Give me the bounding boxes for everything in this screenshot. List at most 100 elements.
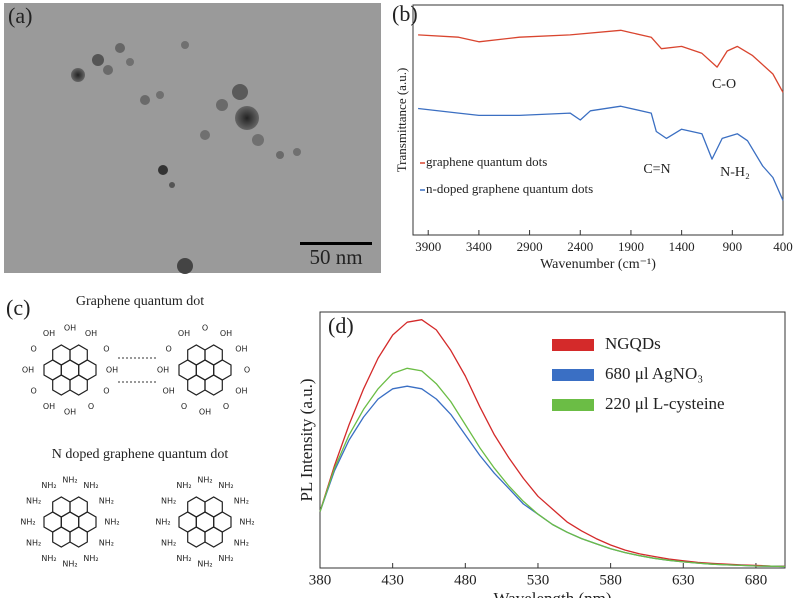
data-line <box>418 29 784 93</box>
substituent: O <box>244 366 250 375</box>
x-tick-label: 1900 <box>618 239 644 254</box>
x-tick-label: 480 <box>454 572 477 588</box>
legend-label: graphene quantum dots <box>426 154 547 169</box>
substituent: NH₂ <box>41 481 56 490</box>
x-axis-label: Wavenumber (cm⁻¹) <box>540 257 656 272</box>
data-line <box>319 385 786 568</box>
legend-label: 680 μl AgNO₃ <box>605 364 703 383</box>
substituent: NH₂ <box>155 518 170 527</box>
tem-image <box>4 3 381 274</box>
substituent: OH <box>235 345 247 354</box>
substituent: OH <box>22 366 34 375</box>
plot-frame <box>412 4 784 236</box>
substituent: OH <box>235 387 247 396</box>
panel-label: (d) <box>328 313 354 338</box>
substituent: O <box>103 387 109 396</box>
hexagon <box>69 526 88 548</box>
substituent: NH₂ <box>99 497 114 506</box>
substituent: NH₂ <box>176 481 191 490</box>
x-tick-label: 1400 <box>669 239 695 254</box>
substituent: NH₂ <box>26 539 41 548</box>
hexagon <box>52 496 71 518</box>
substituent: NH₂ <box>161 539 176 548</box>
panel-label: (b) <box>392 1 418 26</box>
substituent: NH₂ <box>218 554 233 563</box>
x-tick-label: 3900 <box>415 239 441 254</box>
substituent: O <box>202 324 208 333</box>
hexagon <box>204 374 223 396</box>
x-tick-label: 400 <box>773 239 793 254</box>
substituent: O <box>88 402 94 411</box>
substituent: NH₂ <box>83 554 98 563</box>
substituent: OH <box>106 366 118 375</box>
panel-label: (c) <box>6 295 30 320</box>
substituent: O <box>103 345 109 354</box>
substituent: NH₂ <box>62 476 77 485</box>
substituent: O <box>181 402 187 411</box>
x-axis-label: Wavelength (nm) <box>493 589 611 598</box>
substituent: OH <box>157 366 169 375</box>
x-tick-label: 900 <box>723 239 743 254</box>
hexagon <box>69 496 88 518</box>
x-tick-label: 380 <box>309 572 332 588</box>
substituent: NH₂ <box>62 560 77 569</box>
substituent: OH <box>64 324 76 333</box>
hexagon <box>204 496 223 518</box>
substituent: OH <box>64 408 76 417</box>
substituent: OH <box>43 402 55 411</box>
annotation: N-H₂ <box>720 165 750 180</box>
plot-frame <box>319 311 786 569</box>
hexagon <box>52 344 71 366</box>
molecule-title: N doped graphene quantum dot <box>52 447 229 462</box>
substituent: NH₂ <box>99 539 114 548</box>
data-line <box>418 105 784 201</box>
legend-label: 220 μl L-cysteine <box>605 394 725 413</box>
data-line <box>319 319 786 567</box>
substituent: NH₂ <box>176 554 191 563</box>
y-axis-label: PL Intensity (a.u.) <box>297 378 316 501</box>
substituent: NH₂ <box>26 497 41 506</box>
hexagon <box>69 344 88 366</box>
x-tick-label: 680 <box>745 572 768 588</box>
substituent: O <box>30 387 36 396</box>
annotation: C-O <box>712 77 736 92</box>
substituent: NH₂ <box>104 518 119 527</box>
substituent: O <box>223 402 229 411</box>
panel-label: (a) <box>8 3 32 28</box>
substituent: NH₂ <box>20 518 35 527</box>
legend-swatch <box>552 399 594 411</box>
substituent: NH₂ <box>197 476 212 485</box>
hexagon <box>204 526 223 548</box>
substituent: OH <box>162 387 174 396</box>
annotation: C=N <box>643 162 670 177</box>
data-line <box>319 367 786 568</box>
hexagon <box>204 344 223 366</box>
substituent: NH₂ <box>234 539 249 548</box>
x-tick-label: 430 <box>381 572 404 588</box>
hexagon <box>187 344 206 366</box>
substituent: NH₂ <box>83 481 98 490</box>
x-tick-label: 530 <box>527 572 550 588</box>
substituent: OH <box>43 329 55 338</box>
x-tick-label: 2400 <box>567 239 593 254</box>
substituent: NH₂ <box>218 481 233 490</box>
substituent: OH <box>199 408 211 417</box>
x-tick-label: 580 <box>599 572 622 588</box>
x-tick-label: 2900 <box>517 239 543 254</box>
substituent: NH₂ <box>197 560 212 569</box>
legend-swatch <box>552 369 594 381</box>
substituent: OH <box>220 329 232 338</box>
substituent: NH₂ <box>161 497 176 506</box>
substituent: O <box>30 345 36 354</box>
hexagon <box>69 374 88 396</box>
legend-label: n-doped graphene quantum dots <box>426 181 593 196</box>
x-tick-label: 630 <box>672 572 695 588</box>
legend-label: NGQDs <box>605 334 661 353</box>
substituent: NH₂ <box>234 497 249 506</box>
substituent: NH₂ <box>41 554 56 563</box>
legend-swatch <box>552 339 594 351</box>
substituent: NH₂ <box>239 518 254 527</box>
substituent: O <box>165 345 171 354</box>
